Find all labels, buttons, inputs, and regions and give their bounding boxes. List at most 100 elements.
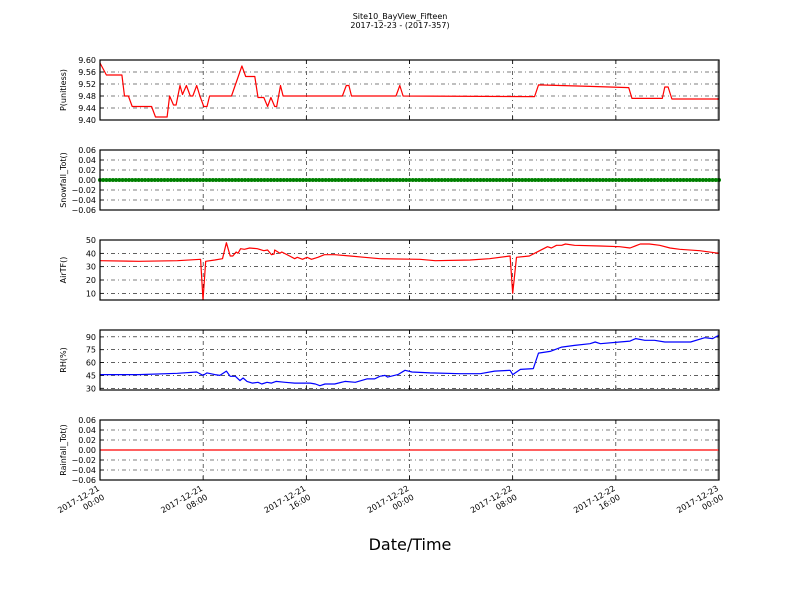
snowfall-data-point xyxy=(330,178,335,182)
snowfall-data-point xyxy=(194,178,199,182)
snowfall-data-point xyxy=(210,178,215,182)
snowfall-data-point xyxy=(675,178,680,182)
y-tick-label: 75 xyxy=(86,346,96,355)
snowfall-data-point xyxy=(575,178,580,182)
snowfall-data-point xyxy=(426,178,431,182)
snowfall-data-point xyxy=(484,178,489,182)
snowfall-data-point xyxy=(510,178,515,182)
snowfall-data-point xyxy=(626,178,631,182)
axes-frame xyxy=(99,59,720,121)
snowfall-data-point xyxy=(494,178,499,182)
y-tick-label: 60 xyxy=(86,359,96,368)
panel-0: 9.40 9.44 9.48 9.52 9.56 9.60 P(unitless) xyxy=(59,56,720,125)
snowfall-data-point xyxy=(352,178,357,182)
snowfall-data-point xyxy=(646,178,651,182)
snowfall-data-point xyxy=(562,178,567,182)
snowfall-data-point xyxy=(130,178,135,182)
snowfall-data-point xyxy=(413,178,418,182)
snowfall-data-point xyxy=(165,178,170,182)
snowfall-data-point xyxy=(655,178,660,182)
snowfall-data-point xyxy=(588,178,593,182)
snowfall-data-point xyxy=(314,178,319,182)
snowfall-data-point xyxy=(536,178,541,182)
snowfall-data-point xyxy=(391,178,396,182)
snowfall-data-point xyxy=(101,178,106,182)
snowfall-data-point xyxy=(517,178,522,182)
snowfall-data-point xyxy=(317,178,322,182)
snowfall-data-point xyxy=(381,178,386,182)
y-tick-label: −0.02 xyxy=(71,186,96,195)
snowfall-data-point xyxy=(620,178,625,182)
snowfall-data-point xyxy=(568,178,573,182)
snowfall-data-point xyxy=(191,178,196,182)
snowfall-data-point xyxy=(143,178,148,182)
snowfall-data-point xyxy=(578,178,583,182)
snowfall-data-point xyxy=(433,178,438,182)
snowfall-data-point xyxy=(104,178,109,182)
snowfall-data-point xyxy=(623,178,628,182)
snowfall-data-point xyxy=(707,178,712,182)
snowfall-data-point xyxy=(500,178,505,182)
snowfall-data-point xyxy=(397,178,402,182)
snowfall-data-point xyxy=(468,178,473,182)
snowfall-data-point xyxy=(594,178,599,182)
snowfall-data-point xyxy=(333,178,338,182)
y-tick-label: 9.56 xyxy=(78,68,96,77)
x-axis-label: Date/Time xyxy=(369,535,452,554)
snowfall-data-point xyxy=(378,178,383,182)
snowfall-data-point xyxy=(523,178,528,182)
snowfall-data-point xyxy=(613,178,618,182)
snowfall-data-point xyxy=(346,178,351,182)
snowfall-data-point xyxy=(301,178,306,182)
snowfall-data-point xyxy=(139,178,144,182)
snowfall-data-point xyxy=(365,178,370,182)
snowfall-data-point xyxy=(168,178,173,182)
snowfall-data-point xyxy=(107,178,112,182)
snowfall-data-point xyxy=(172,178,177,182)
y-axis-label: AirTF() xyxy=(59,257,68,284)
snowfall-data-point xyxy=(304,178,309,182)
chart-subtitle: 2017-12-23 - (2017-357) xyxy=(350,21,449,30)
snowfall-data-point xyxy=(629,178,634,182)
snowfall-data-point xyxy=(220,178,225,182)
snowfall-data-point xyxy=(278,178,283,182)
y-tick-label: −0.06 xyxy=(71,206,96,215)
axes-frame xyxy=(99,239,720,301)
snowfall-data-point xyxy=(559,178,564,182)
snowfall-data-point xyxy=(555,178,560,182)
snowfall-data-point xyxy=(633,178,638,182)
snowfall-data-point xyxy=(117,178,122,182)
snowfall-data-point xyxy=(297,178,302,182)
snowfall-data-point xyxy=(217,178,222,182)
snowfall-data-point xyxy=(156,178,161,182)
snowfall-data-point xyxy=(214,178,219,182)
axes-frame xyxy=(99,149,720,211)
snowfall-data-point xyxy=(265,178,270,182)
snowfall-data-point xyxy=(162,178,167,182)
snowfall-data-point xyxy=(442,178,447,182)
snowfall-data-point xyxy=(175,178,180,182)
y-tick-label: 45 xyxy=(86,371,96,380)
y-tick-label: 9.48 xyxy=(78,92,96,101)
series-line-airtf- xyxy=(99,242,720,301)
snowfall-data-point xyxy=(504,178,509,182)
snowfall-data-point xyxy=(507,178,512,182)
snowfall-data-point xyxy=(591,178,596,182)
snowfall-data-point xyxy=(700,178,705,182)
snowfall-data-point xyxy=(478,178,483,182)
snowfall-data-point xyxy=(571,178,576,182)
snowfall-data-point xyxy=(697,178,702,182)
snowfall-data-point xyxy=(652,178,657,182)
snowfall-data-point xyxy=(410,178,415,182)
snowfall-data-point xyxy=(600,178,605,182)
y-axis-label: Snowfall_Tot() xyxy=(59,152,68,208)
snowfall-data-point xyxy=(394,178,399,182)
snowfall-data-point xyxy=(188,178,193,182)
snowfall-data-point xyxy=(272,178,277,182)
snowfall-data-point xyxy=(159,178,164,182)
y-axis-label: RH(%) xyxy=(59,347,68,372)
snowfall-data-point xyxy=(636,178,641,182)
snowfall-data-point xyxy=(671,178,676,182)
